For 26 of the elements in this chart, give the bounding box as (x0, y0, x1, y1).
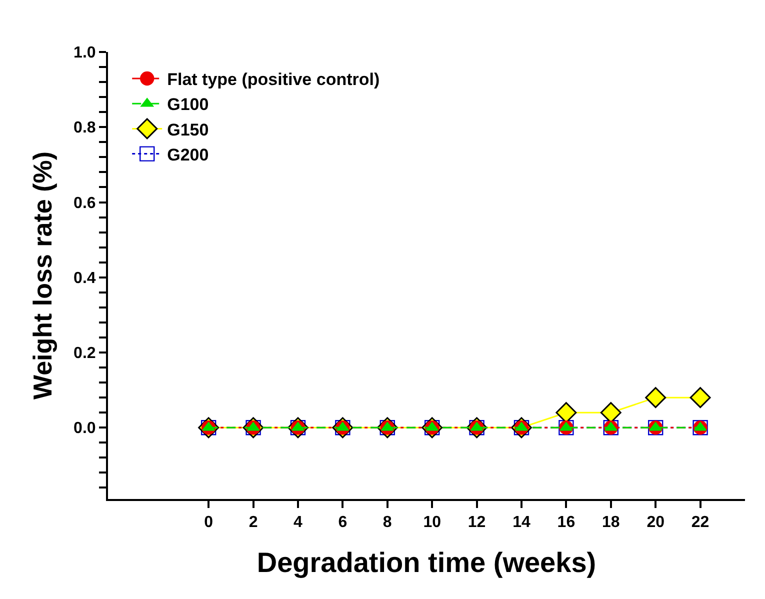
y-tick-label: 0.8 (74, 120, 96, 137)
y-tick-label: 0.2 (74, 345, 96, 362)
x-tick-label: 16 (557, 514, 576, 532)
x-tick-label: 0 (204, 514, 214, 532)
y-tick-label: 0.4 (74, 270, 96, 287)
x-tick-label: 6 (338, 514, 348, 532)
x-tick-label: 2 (248, 514, 258, 532)
y-tick-label: 1.0 (74, 44, 96, 62)
x-tick-label: 14 (512, 514, 530, 532)
legend-label: G150 (167, 120, 209, 140)
point (690, 387, 711, 408)
x-tick-label: 8 (382, 514, 392, 532)
y-tick-label: 0.0 (74, 420, 96, 438)
point (645, 387, 666, 408)
x-tick-label: 20 (646, 514, 665, 532)
x-tick-label: 22 (691, 514, 710, 532)
legend-label: G200 (167, 145, 209, 164)
y-tick-label: 0.6 (74, 194, 96, 212)
legend-label: Flat type (positive control) (167, 70, 380, 90)
x-tick-label: 12 (468, 514, 486, 532)
y-axis-title: Weight loss rate (%) (27, 151, 58, 400)
legend-label: G100 (167, 95, 209, 114)
x-tick-label: 10 (423, 514, 442, 532)
x-tick-label: 18 (602, 514, 620, 532)
x-tick-label: 4 (294, 514, 303, 532)
x-axis-title: Degradation time (weeks) (256, 546, 596, 578)
